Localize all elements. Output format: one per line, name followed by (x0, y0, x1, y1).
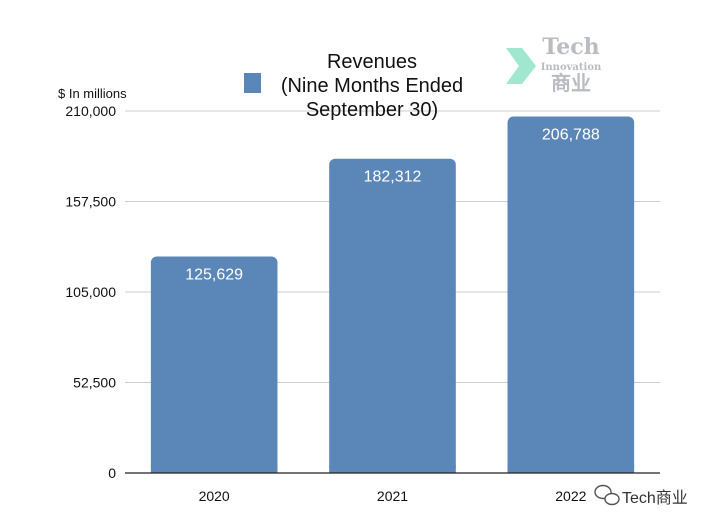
y-axis-unit-label: $ In millions (58, 86, 127, 101)
watermark-line-3: 商业 (551, 71, 591, 95)
legend-line-3: September 30) (306, 99, 438, 121)
bar-value-label: 206,788 (542, 127, 600, 144)
bar-value-label: 125,629 (185, 266, 243, 283)
bar-base (150, 465, 278, 473)
legend-line-2: (Nine Months Ended (281, 75, 463, 97)
x-tick-label: 2022 (555, 488, 586, 504)
axes: 0 52,500 105,000 157,500 210,000 2020 2021 2022 (65, 103, 660, 504)
x-tick-label: 2021 (377, 488, 408, 504)
legend: Revenues (Nine Months Ended September 30… (244, 51, 463, 121)
y-tick-label: 52,500 (73, 375, 116, 391)
y-tick-label: 105,000 (65, 284, 116, 300)
bar (507, 116, 635, 474)
bar-value-label: 182,312 (364, 169, 422, 186)
watermark-line-2: Innovation (541, 62, 602, 73)
bar (150, 256, 278, 473)
y-tick-label: 0 (108, 465, 116, 481)
wechat-icon (594, 484, 620, 506)
chevron-arrow-icon (506, 48, 536, 84)
legend-line-1: Revenues (327, 51, 417, 73)
bar (329, 158, 456, 474)
bar-base (329, 465, 456, 473)
bar-base (507, 465, 635, 473)
footer-badge: Tech商业 (594, 484, 688, 507)
watermark-line-1: Tech (542, 34, 599, 60)
x-tick-label: 2020 (199, 488, 230, 504)
legend-swatch (244, 73, 261, 93)
y-tick-label: 157,500 (65, 194, 116, 210)
footer-text: Tech商业 (622, 489, 688, 507)
y-tick-label: 210,000 (65, 103, 116, 119)
bars: 125,629 182,312 206,788 (150, 116, 635, 474)
watermark-logo: Tech Innovation 商业 (506, 34, 602, 95)
